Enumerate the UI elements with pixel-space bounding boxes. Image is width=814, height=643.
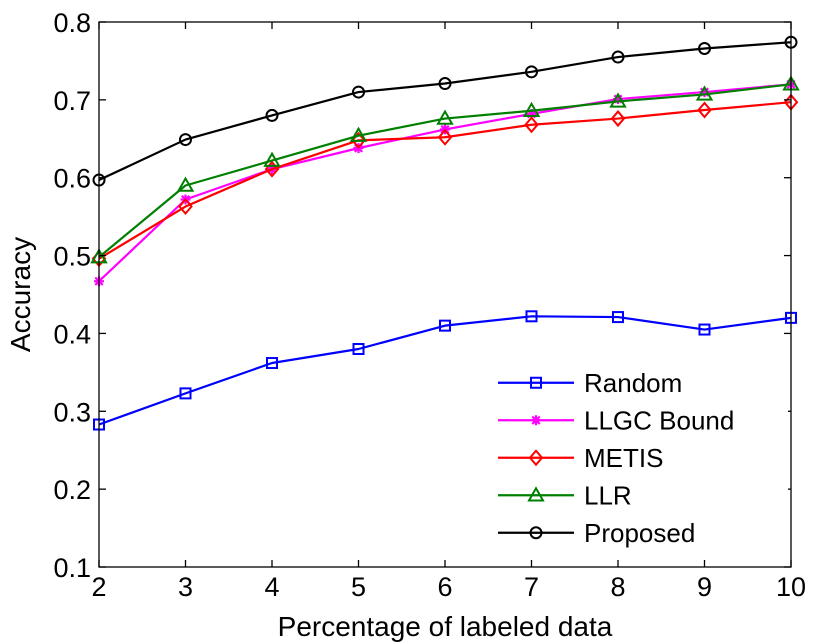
series-layer — [90, 35, 800, 431]
point-proposed-3 — [179, 133, 192, 147]
legend-label-llr: LLR — [584, 480, 632, 510]
legend-entry-random: Random — [498, 368, 682, 398]
series-line-llr — [98, 83, 792, 258]
legend: Random LLGC Bound METIS LLR Proposed — [492, 360, 788, 556]
series-line-metis — [98, 101, 792, 260]
point-llr-7 — [522, 101, 541, 118]
x-tick-label-9: 9 — [697, 572, 712, 602]
point-proposed-5 — [352, 85, 365, 99]
x-axis-label: Percentage of labeled data — [278, 611, 613, 642]
point-random-4 — [266, 357, 278, 370]
x-tick-label-6: 6 — [437, 572, 452, 602]
point-metis-5 — [351, 131, 366, 149]
point-proposed-6 — [438, 77, 452, 91]
y-tick-label-0.5: 0.5 — [53, 242, 91, 272]
point-random-3 — [179, 387, 192, 400]
y-tick-label-0.7: 0.7 — [53, 86, 91, 116]
legend-marker-proposed — [529, 526, 543, 540]
y-tick-label-0.3: 0.3 — [53, 397, 91, 427]
point-proposed-7 — [525, 65, 538, 79]
point-proposed-4 — [265, 108, 279, 122]
point-llr-4 — [263, 151, 281, 167]
point-random-9 — [698, 323, 711, 336]
point-llr-3 — [176, 176, 195, 192]
legend-label-llgc-bound: LLGC Bound — [584, 405, 734, 435]
y-axis-label: Accuracy — [5, 237, 36, 352]
legend-entry-proposed: Proposed — [498, 518, 695, 548]
legend-entry-llr: LLR — [498, 480, 632, 510]
point-metis-8 — [610, 110, 626, 128]
point-llr-9 — [695, 85, 714, 101]
y-tick-label-0.4: 0.4 — [53, 319, 91, 349]
y-tick-label-0.8: 0.8 — [53, 8, 91, 38]
x-tick-label-7: 7 — [524, 572, 539, 602]
x-tick-label-3: 3 — [178, 572, 193, 602]
x-tick-label-5: 5 — [351, 572, 366, 602]
x-tick-label-4: 4 — [264, 572, 279, 602]
point-proposed-9 — [698, 41, 711, 55]
point-random-7 — [525, 310, 538, 323]
y-tick-label-0.1: 0.1 — [53, 553, 91, 583]
legend-marker-llgc-bound — [531, 415, 541, 426]
series-line-proposed — [98, 41, 792, 182]
legend-label-random: Random — [584, 368, 682, 398]
point-random-6 — [439, 319, 451, 332]
point-llr-5 — [349, 126, 368, 142]
point-random-8 — [612, 311, 624, 324]
legend-marker-metis — [528, 449, 544, 467]
x-tick-label-10: 10 — [776, 572, 806, 602]
legend-label-proposed: Proposed — [584, 518, 695, 548]
point-llr-8 — [609, 92, 627, 108]
x-tick-label-2: 2 — [91, 572, 106, 602]
legend-marker-llr — [527, 486, 545, 502]
legend-label-metis: METIS — [584, 443, 663, 473]
ticks-layer: 2 3 4 5 6 7 8 9 10 0.1 0.2 0.3 0.4 0.5 0.6 0.7 0.8 — [53, 8, 806, 602]
legend-marker-random — [530, 376, 542, 389]
point-random-5 — [352, 343, 365, 355]
series-line-random — [98, 315, 792, 426]
point-metis-3 — [178, 197, 193, 216]
point-proposed-8 — [611, 50, 625, 64]
legend-entry-metis: METIS — [498, 443, 663, 473]
point-metis-9 — [697, 101, 712, 119]
series-proposed — [92, 35, 798, 187]
x-tick-label-8: 8 — [610, 572, 625, 602]
y-tick-label-0.2: 0.2 — [53, 475, 91, 505]
y-tick-label-0.6: 0.6 — [53, 164, 91, 194]
legend-entry-llgc-bound: LLGC Bound — [498, 405, 734, 435]
point-metis-6 — [437, 128, 453, 146]
point-metis-7 — [524, 116, 539, 134]
point-llr-6 — [436, 109, 454, 125]
